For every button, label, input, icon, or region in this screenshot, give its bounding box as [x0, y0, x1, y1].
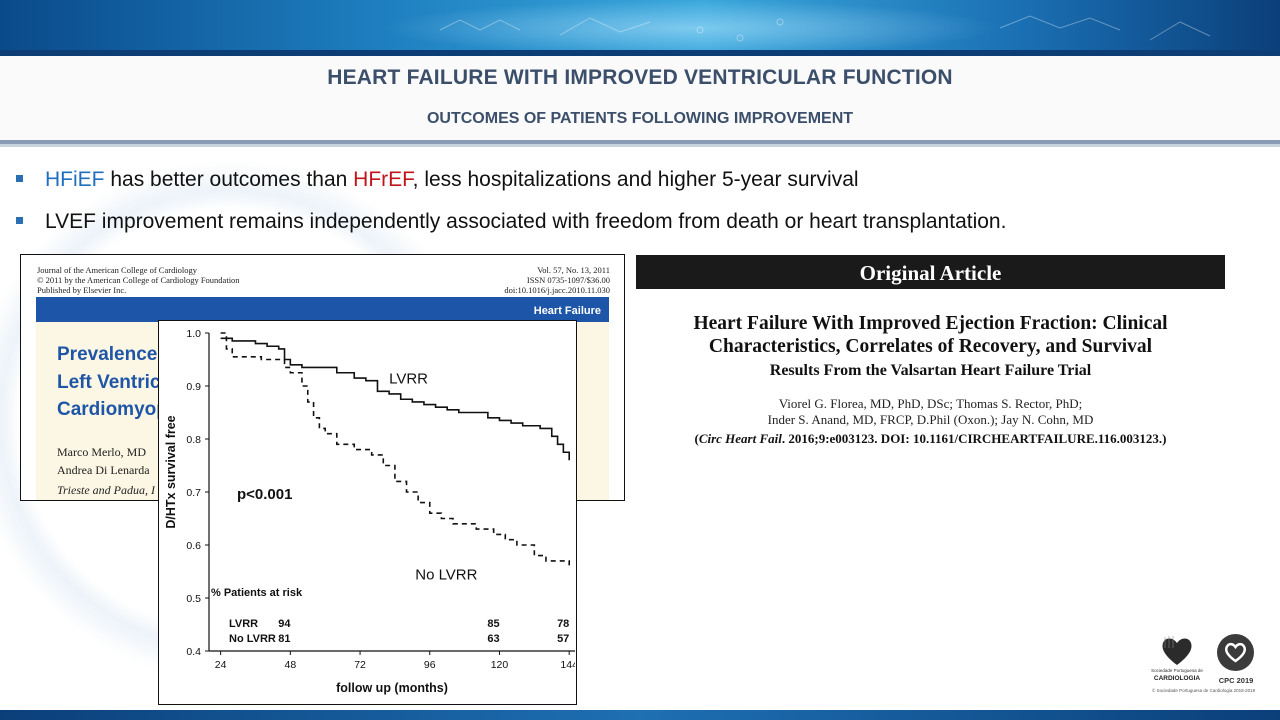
- title-divider-light: [0, 144, 1280, 147]
- at-risk-value: 78: [557, 618, 569, 630]
- banner-stripe: [0, 50, 1280, 56]
- article-subtitle: Results From the Valsartan Heart Failure…: [769, 362, 1092, 379]
- x-tick-label: 144: [560, 659, 575, 671]
- bullet-item: LVEF improvement remains independently a…: [16, 210, 1006, 234]
- series-label: LVRR: [389, 370, 428, 387]
- citation-journal: Circ Heart Fail: [698, 431, 782, 446]
- article-author-line: Viorel G. Florea, MD, PhD, DSc; Thomas S…: [778, 396, 1083, 411]
- article-title-line: Heart Failure With Improved Ejection Fra…: [693, 313, 1168, 334]
- title-area: HEART FAILURE WITH IMPROVED VENTRICULAR …: [0, 56, 1280, 140]
- journal-copyright: © 2011 by the American College of Cardio…: [37, 275, 240, 285]
- x-tick-label: 120: [491, 659, 509, 671]
- journal-issn: ISSN 0735-1097/$36.00: [526, 275, 610, 285]
- bullet-item: HFiEF has better outcomes than HFrEF, le…: [16, 168, 859, 192]
- bullet-square-icon: [16, 174, 23, 182]
- series-line: [220, 332, 570, 567]
- at-risk-row-label: No LVRR: [229, 633, 276, 645]
- bottom-bar: [0, 710, 1280, 720]
- heart-outline-icon: [1225, 642, 1246, 663]
- x-tick-label: 24: [215, 659, 227, 671]
- journal-volume: Vol. 57, No. 13, 2011: [537, 265, 610, 275]
- molecule-pattern-icon: [439, 15, 1211, 42]
- at-risk-value: 94: [278, 618, 291, 630]
- original-article-banner: Original Article: [636, 255, 1225, 289]
- y-tick-label: 0.5: [186, 593, 201, 605]
- paper-affiliation: Trieste and Padua, I: [57, 483, 155, 497]
- at-risk-row-label: LVRR: [229, 618, 258, 630]
- copyright-text: © Sociedade Portuguesa de Cardiologia 20…: [1152, 688, 1256, 693]
- at-risk-value: 63: [487, 633, 499, 645]
- series-line: [220, 337, 570, 461]
- section-label: Heart Failure: [533, 305, 601, 317]
- spc-logo-line1: Sociedade Portuguesa de: [1151, 668, 1203, 673]
- spc-logo: Sociedade Portuguesa de CARDIOLOGIA: [1151, 634, 1203, 688]
- paper-author-line: Andrea Di Lenarda: [57, 463, 150, 477]
- journal-doi: doi:10.1016/j.jacc.2010.11.030: [504, 285, 610, 295]
- paper-author-line: Marco Merlo, MD: [57, 445, 146, 459]
- bullet-text: has better outcomes than: [104, 168, 354, 191]
- cpc-circle: [1217, 634, 1254, 671]
- y-tick-label: 0.6: [186, 540, 201, 552]
- article-title: Heart Failure With Improved Ejection Fra…: [636, 312, 1225, 358]
- y-tick-label: 0.9: [186, 381, 201, 393]
- y-tick-label: 0.4: [186, 646, 201, 658]
- at-risk-header: % Patients at risk: [211, 587, 303, 599]
- term-hfref: HFrEF: [353, 168, 413, 191]
- y-tick-label: 0.7: [186, 487, 201, 499]
- x-tick-label: 96: [424, 659, 436, 671]
- journal-info: Journal of the American College of Cardi…: [37, 265, 240, 295]
- paper-title-line: Cardiomyopa: [57, 399, 179, 420]
- original-article-label: Original Article: [859, 261, 1002, 285]
- cpc-logo: CPC 2019: [1212, 634, 1260, 688]
- x-tick-label: 72: [354, 659, 366, 671]
- survival-chart-svg: 0.4 0.5 0.6 0.7 0.8 0.9 1.0 24 48 72 96 120 144 LVRR…: [164, 328, 575, 695]
- article-title-line: Characteristics, Correlates of Recovery,…: [708, 336, 1153, 357]
- at-risk-value: 85: [487, 618, 499, 630]
- p-value-label: p<0.001: [237, 486, 292, 503]
- title-divider: [0, 140, 1280, 144]
- section-bar: Heart Failure: [36, 297, 609, 322]
- article-citation: (Circ Heart Fail. 2016;9:e003123. DOI: 1…: [694, 431, 1167, 446]
- bullet-text: LVEF improvement remains independently a…: [45, 210, 1007, 233]
- paper-title-line: Prevalence a: [57, 344, 174, 365]
- top-banner: [0, 0, 1280, 56]
- at-risk-value: 57: [557, 633, 569, 645]
- x-tick-label: 48: [284, 659, 296, 671]
- at-risk-value: 81: [278, 633, 290, 645]
- heart-icon: [1162, 636, 1192, 665]
- journal-name: Journal of the American College of Cardi…: [37, 265, 198, 275]
- banner-glow: [380, 0, 1000, 56]
- series-label: No LVRR: [415, 566, 477, 583]
- term-hfief: HFiEF: [45, 168, 105, 191]
- journal-publisher: Published by Elsevier Inc.: [37, 285, 127, 295]
- y-tick-label: 0.8: [186, 434, 201, 446]
- bullet-square-icon: [16, 216, 23, 224]
- journal-meta: Vol. 57, No. 13, 2011 ISSN 0735-1097/$36…: [504, 265, 610, 295]
- survival-chart: 0.4 0.5 0.6 0.7 0.8 0.9 1.0 24 48 72 96 120 144 LVRR…: [158, 320, 577, 705]
- page-subtitle: OUTCOMES OF PATIENTS FOLLOWING IMPROVEME…: [426, 110, 854, 127]
- article-author-line: Inder S. Anand, MD, FRCP, D.Phil (Oxon.)…: [767, 412, 1094, 427]
- spc-logo-line2: CARDIOLOGIA: [1153, 675, 1201, 682]
- bullet-text: , less hospitalizations and higher 5-yea…: [412, 168, 859, 191]
- citation-details: . 2016;9:e003123. DOI: 10.1161/CIRCHEART…: [781, 431, 1163, 446]
- y-axis-label: D/HTx survival free: [164, 415, 178, 528]
- cpc-logo-label: CPC 2019: [1218, 676, 1254, 685]
- paper-title: Prevalence a Left Ventric Cardiomyopa: [57, 341, 178, 424]
- y-tick-label: 1.0: [186, 328, 201, 340]
- paper-authors: Marco Merlo, MD Andrea Di Lenarda: [57, 443, 150, 479]
- paper-title-line: Left Ventric: [57, 371, 161, 393]
- page-title: HEART FAILURE WITH IMPROVED VENTRICULAR …: [327, 66, 953, 89]
- x-axis-label: follow up (months): [336, 681, 448, 695]
- article-authors: Viorel G. Florea, MD, PhD, DSc; Thomas S…: [636, 396, 1225, 428]
